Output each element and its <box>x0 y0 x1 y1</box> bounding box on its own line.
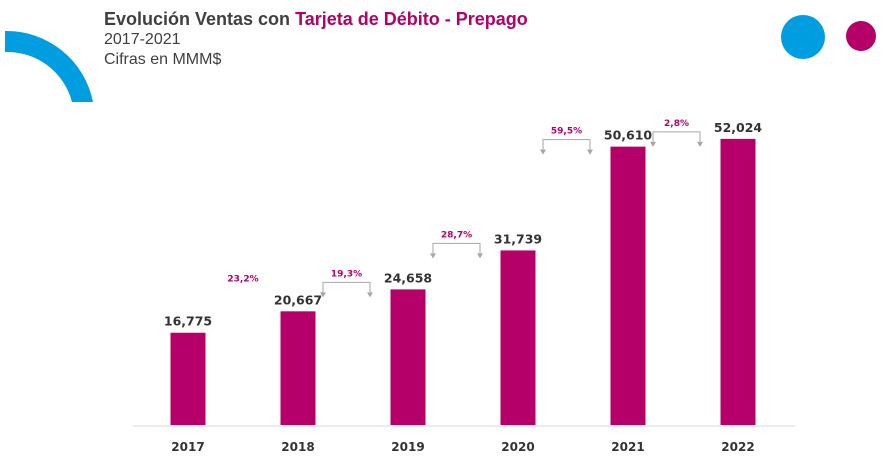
chart-period: 2017-2021 <box>104 31 181 48</box>
bars-group <box>170 138 756 426</box>
value-label-2017: 16,775 <box>164 314 212 329</box>
tick-label-2018: 2018 <box>281 440 314 454</box>
decorative-blue-dot <box>781 15 825 59</box>
chart-title: Evolución Ventas con Tarjeta de Débito -… <box>104 8 528 30</box>
chart-header: Evolución Ventas con Tarjeta de Débito -… <box>104 8 528 70</box>
chart-title-prefix: Evolución Ventas con <box>104 9 296 29</box>
tick-label-2021: 2021 <box>611 440 644 454</box>
bar-2017 <box>170 332 206 425</box>
bar-2019 <box>390 289 426 425</box>
growth-bracket-2019 <box>322 281 371 293</box>
growth-label-2019: 19,3% <box>331 269 362 279</box>
tick-label-2020: 2020 <box>501 440 534 454</box>
decorative-arc <box>5 30 93 102</box>
growth-bracket-2022 <box>652 131 701 142</box>
growth-label-2020: 28,7% <box>441 230 472 240</box>
value-label-2022: 52,024 <box>714 120 763 135</box>
tick-label-2017: 2017 <box>171 440 204 454</box>
chart-title-accent: Tarjeta de Débito - Prepago <box>295 9 528 29</box>
growth-arrow-left-2022 <box>650 141 656 147</box>
growth-bracket-2020 <box>432 242 481 254</box>
growth-arrow-left-2020 <box>430 253 436 259</box>
growth-label-2022: 2,8% <box>664 119 689 129</box>
growth-arrow-right-2020 <box>477 253 483 259</box>
growth-arrow-right-2021 <box>587 149 593 155</box>
value-labels-group: 16,775 20,667 24,658 31,739 50,610 52,024 <box>164 120 763 329</box>
growth-arrow-right-2019 <box>367 292 373 298</box>
bar-2020 <box>500 250 536 425</box>
growth-arrow-left-2019 <box>320 292 326 298</box>
bar-2018 <box>280 311 316 425</box>
tick-label-2022: 2022 <box>721 440 754 454</box>
chart-units: Cifras en MMM$ <box>104 51 222 68</box>
growth-label-2021: 59,5% <box>551 127 582 137</box>
decorative-magenta-dot <box>846 21 876 51</box>
growth-arrow-left-2021 <box>540 149 546 155</box>
growth-bracket-2021 <box>542 139 591 150</box>
bar-2022 <box>720 138 756 426</box>
tick-label-2019: 2019 <box>391 440 424 454</box>
value-label-2020: 31,739 <box>494 231 542 246</box>
growth-label-2018: 23,2% <box>227 274 258 284</box>
value-label-2019: 24,658 <box>384 270 432 285</box>
growth-annotations-group: 23,2% 19,3% 28,7% 59,5% 2,8% <box>227 119 703 298</box>
tick-labels-group: 2017 2018 2019 2020 2021 2022 <box>171 440 754 454</box>
bar-2021 <box>610 146 646 425</box>
value-label-2021: 50,610 <box>604 128 653 143</box>
growth-arrow-right-2022 <box>697 141 703 147</box>
value-label-2018: 20,667 <box>274 292 322 307</box>
